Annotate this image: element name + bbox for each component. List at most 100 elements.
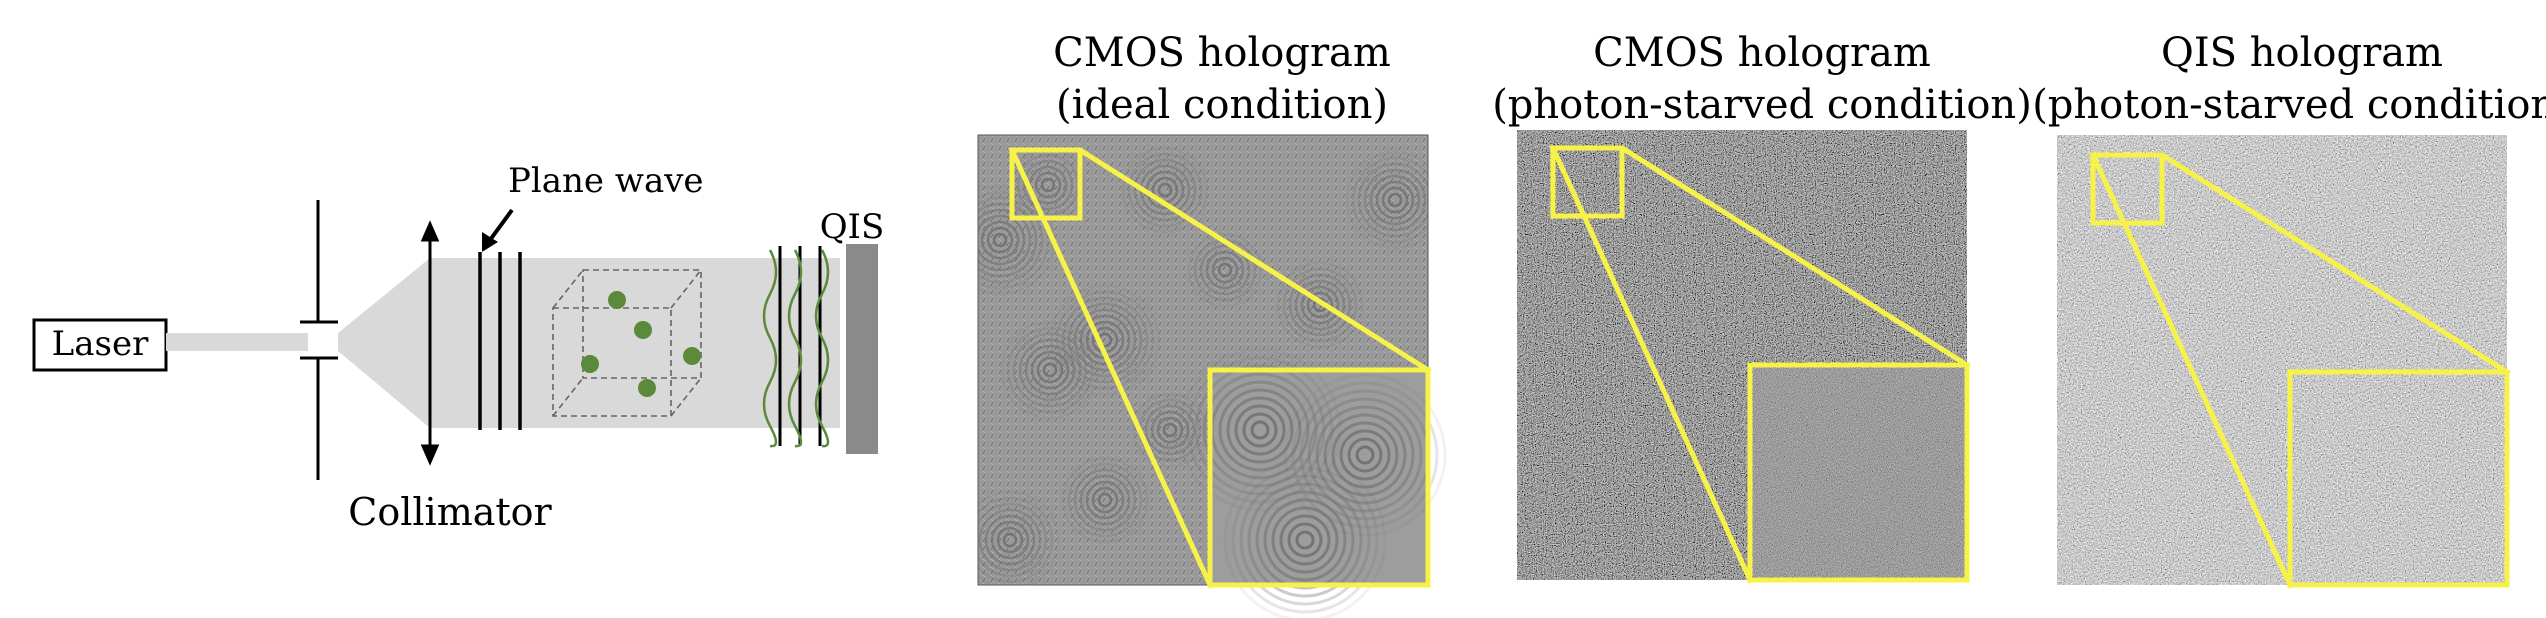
plane-wavefronts — [478, 252, 522, 430]
particle — [581, 355, 599, 373]
fringe-ring — [1121, 146, 1209, 234]
fringe-ring — [978, 490, 1060, 585]
qis-sensor — [846, 244, 878, 454]
inset-ring — [1263, 498, 1347, 582]
panel-title-line1: CMOS hologram — [1053, 30, 1391, 76]
collimator-lens — [420, 220, 440, 466]
laser-label: Laser — [52, 324, 149, 364]
fringe-ring — [1157, 182, 1173, 198]
inset-ring — [1279, 514, 1331, 566]
inset-ring — [1307, 397, 1423, 513]
inset-ring — [1271, 506, 1339, 574]
fringe-ring — [1002, 532, 1018, 548]
fringe-ring — [1306, 291, 1334, 319]
particle — [634, 321, 652, 339]
inset-ring — [1283, 373, 1447, 537]
fringe-ring — [1061, 456, 1149, 544]
expanding-beam — [338, 258, 430, 428]
fringe-ring — [1055, 290, 1155, 390]
fringe-ring — [986, 226, 1014, 254]
inset-ring — [1234, 404, 1286, 456]
fringe-ring — [1022, 159, 1074, 211]
fringe-ring — [984, 514, 1036, 566]
panel-title-line1: QIS hologram — [2161, 30, 2443, 76]
inset-ring — [1287, 522, 1323, 558]
inset-ring — [1255, 490, 1355, 590]
fringe-ring — [1085, 480, 1125, 520]
fringe-ring — [1288, 273, 1352, 337]
fringe-ring — [1042, 362, 1058, 378]
fringe-ring — [1363, 168, 1427, 232]
fringe-ring — [978, 196, 1044, 284]
fringe-ring — [1150, 410, 1190, 450]
inset-ring — [1231, 466, 1379, 614]
fringe-ring — [1067, 462, 1143, 538]
fringe-ring — [1205, 250, 1245, 290]
inset-ring — [1347, 437, 1383, 473]
fringe-ring — [978, 214, 1026, 266]
plane-wave-arrow — [482, 208, 514, 252]
fringe-ring — [1162, 422, 1178, 438]
panel-title-line2: (ideal condition) — [1056, 82, 1388, 128]
inset-ring — [1202, 372, 1318, 488]
particle — [608, 291, 626, 309]
particle — [638, 379, 656, 397]
inset-ring — [1178, 348, 1342, 512]
inset-ring — [1355, 445, 1375, 465]
inset-ring — [1239, 474, 1371, 606]
particle — [683, 347, 701, 365]
fringe-ring — [1369, 174, 1421, 226]
zoom-inset — [1747, 362, 1970, 583]
fringe-ring — [1049, 284, 1161, 396]
inset-ring — [1247, 482, 1363, 598]
qis-sensor-label: QIS — [820, 207, 885, 247]
fringe-ring — [1024, 344, 1076, 396]
panel-title-line1: CMOS hologram — [1593, 30, 1931, 76]
fringe-ring — [1040, 177, 1056, 193]
plane-wave-label: Plane wave — [508, 161, 704, 201]
fringe-ring — [1357, 162, 1428, 238]
inset-ring — [1295, 530, 1315, 550]
fringe-ring — [978, 208, 1032, 272]
fringe-ring — [1034, 171, 1062, 199]
hologram-image — [978, 135, 1428, 585]
fringe-ring — [1127, 152, 1203, 228]
panel-title-line2: (photon-starved condition) — [1492, 82, 2032, 128]
panel-cmos-starved: CMOS hologram (photon-starved condition) — [1492, 30, 2032, 585]
fringe-ring — [1030, 350, 1070, 390]
fringe-ring — [996, 526, 1024, 554]
fringe-ring — [980, 220, 1020, 260]
fringe-ring — [978, 190, 1050, 290]
fringe-ring — [978, 202, 1038, 278]
fringe-ring — [1079, 314, 1131, 366]
fringe-ring — [1067, 302, 1143, 378]
fringe-ring — [1079, 474, 1131, 526]
fringe-ring — [978, 496, 1054, 584]
inset-ring — [1194, 364, 1326, 496]
fringe-ring — [1300, 285, 1340, 325]
fringe-ring — [1217, 262, 1233, 278]
fringe-ring — [1036, 356, 1064, 384]
fringe-ring — [1073, 308, 1137, 372]
fringe-ring — [1345, 150, 1428, 250]
inset-ring — [1323, 413, 1407, 497]
fringe-ring — [978, 502, 1048, 578]
fringe-ring — [1061, 296, 1149, 384]
scattered-wavefronts — [762, 246, 830, 448]
laser-beam — [166, 333, 308, 351]
fringe-ring — [1012, 332, 1088, 408]
fringe-ring — [990, 520, 1030, 560]
pinhole — [300, 200, 338, 480]
fringe-ring — [1276, 261, 1364, 349]
optical-setup: Laser Collimator Plane wave — [32, 161, 885, 534]
fringe-ring — [1199, 244, 1251, 296]
fringe-ring — [992, 232, 1008, 248]
fringe-ring — [1282, 267, 1358, 343]
inset-ring — [1339, 429, 1391, 481]
fringe-ring — [1091, 486, 1119, 514]
fringe-ring — [1375, 180, 1415, 220]
zoom-source-box — [1550, 145, 1625, 219]
fringe-ring — [1387, 192, 1403, 208]
inset-ring — [1250, 420, 1270, 440]
